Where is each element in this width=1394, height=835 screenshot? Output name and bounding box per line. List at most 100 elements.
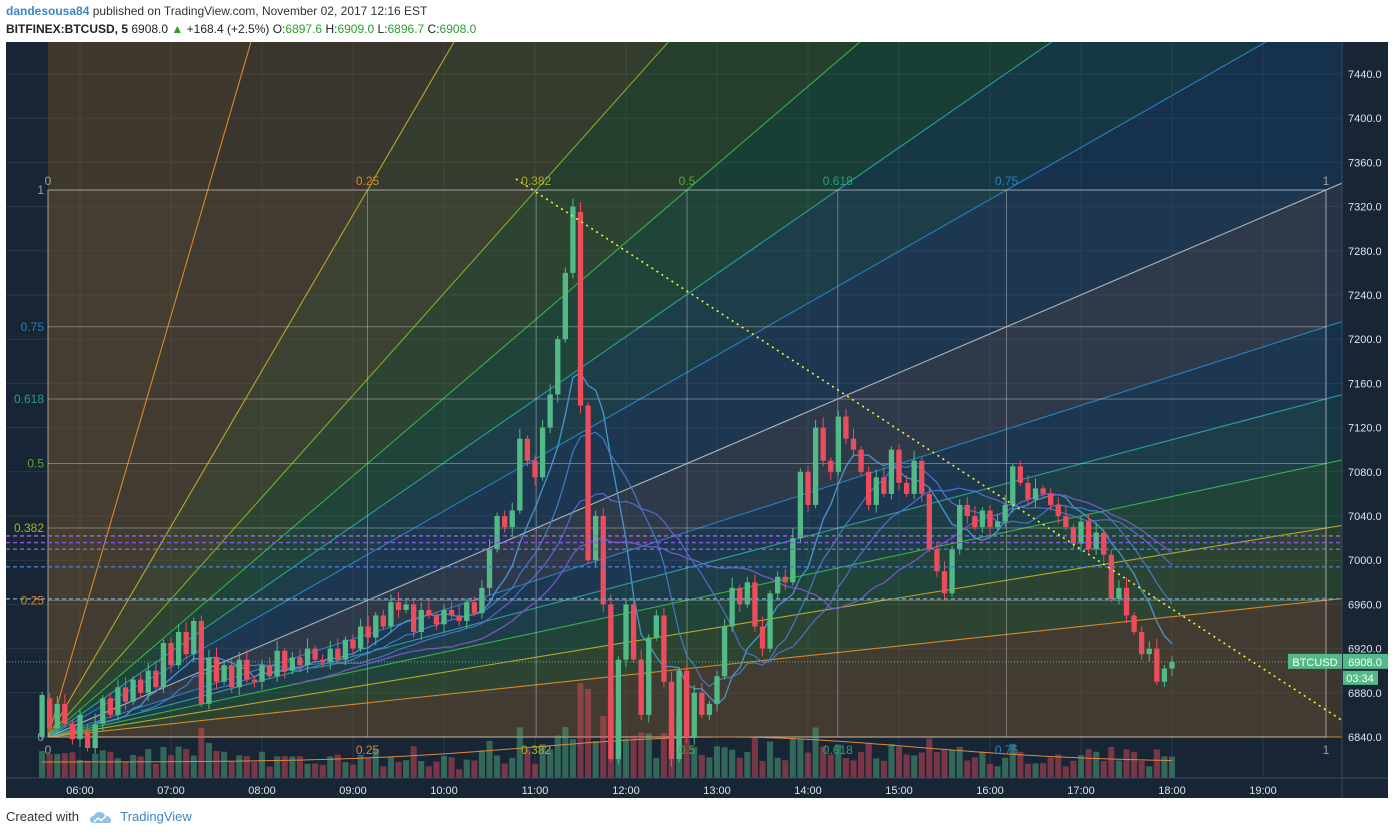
fan-label-bottom: 0.618 — [823, 743, 853, 757]
candle-body — [138, 679, 144, 693]
volume-bar — [858, 752, 865, 778]
author-name[interactable]: dandesousa84 — [6, 4, 90, 18]
fan-line — [47, 42, 1053, 738]
volume-bar — [926, 738, 933, 778]
volume-bar — [683, 739, 690, 778]
candle-body — [1101, 532, 1107, 555]
volume-bar — [873, 758, 880, 778]
time-axis[interactable]: 06:00 07:00 08:00 09:00 10:00 11:00 12:00 13:00… — [66, 785, 1277, 797]
volume-bar — [69, 752, 76, 778]
volume-bar — [592, 741, 599, 778]
volume-bar — [880, 760, 887, 778]
volume-bar — [274, 756, 281, 778]
candle-body — [494, 516, 500, 550]
volume-bar — [1146, 766, 1153, 778]
fan-label-bottom: 0.382 — [521, 743, 551, 757]
price-tick-label: 7360.0 — [1348, 157, 1382, 169]
volume-bar — [744, 752, 751, 778]
candle-body — [843, 416, 849, 439]
price-chart[interactable]: 0000.250.250.250.3820.3820.3820.50.50.50… — [6, 42, 1388, 798]
created-with-text: Created with — [6, 809, 79, 824]
fan-line — [47, 42, 455, 738]
candle-body — [979, 510, 986, 528]
open-value: 6897.6 — [285, 22, 323, 36]
candle-body — [759, 626, 766, 649]
last-price-value: 6908.0 — [1348, 657, 1382, 669]
candle-body — [145, 670, 151, 693]
candle-body — [661, 615, 667, 682]
candle-body — [69, 723, 76, 740]
volume-bar — [524, 749, 531, 778]
volume-bar — [281, 756, 288, 778]
volume-bar — [994, 766, 1001, 778]
gann-fan-drawing — [47, 42, 1342, 738]
volume-bar — [979, 751, 986, 778]
fan-line — [47, 42, 670, 738]
fan-label-left: 0.618 — [14, 392, 44, 406]
volume-bar — [585, 689, 592, 778]
fan-line — [47, 597, 1342, 738]
fan-line — [47, 524, 1342, 738]
candle-body — [524, 438, 531, 461]
volume-bar — [145, 749, 152, 778]
candle-body — [350, 639, 356, 649]
candle-body — [585, 405, 591, 561]
candle-body — [183, 632, 189, 655]
price-axis[interactable]: 7440.0 7400.0 7360.0 7320.0 7280.0 7240.0 7200… — [1348, 69, 1382, 744]
volume-bar — [130, 755, 137, 778]
volume-ma-line — [42, 736, 1173, 763]
candle-body — [638, 659, 644, 715]
candle-body — [1161, 668, 1168, 682]
candle-body — [752, 582, 758, 627]
volume-bar — [205, 742, 212, 778]
volume-bar — [92, 753, 99, 778]
candle-body — [1116, 587, 1122, 599]
volume-bar — [213, 750, 220, 778]
volume-bar — [190, 755, 197, 778]
volume-bar — [971, 757, 978, 778]
volume-bar — [941, 749, 948, 778]
volume-bar — [1047, 757, 1054, 778]
candle-body — [911, 460, 917, 494]
tradingview-link[interactable]: TradingView — [120, 809, 192, 824]
volume-bar — [304, 763, 311, 778]
candle-body — [54, 703, 60, 729]
volume-bar — [296, 756, 303, 778]
candle-body — [448, 609, 455, 616]
candle-body — [555, 339, 561, 395]
volume-bar — [713, 746, 721, 778]
volume-bar — [122, 761, 129, 778]
moving-average-line — [201, 487, 1173, 693]
volume-bar — [1040, 763, 1047, 778]
time-tick-label: 11:00 — [522, 785, 549, 797]
low-value: 6896.7 — [387, 22, 425, 36]
candle-body — [486, 549, 493, 588]
volume-bar — [729, 749, 736, 778]
price-tick-label: 6840.0 — [1348, 732, 1382, 744]
plot-area — [6, 42, 1342, 778]
volume-bar — [516, 727, 523, 778]
candle-body — [39, 695, 45, 737]
volume-bar — [380, 766, 387, 778]
volume-bar — [903, 754, 910, 778]
candle-body — [721, 626, 728, 677]
volume-bar — [403, 760, 410, 778]
price-tick-label: 7120.0 — [1348, 423, 1382, 435]
candle-body — [676, 670, 682, 760]
volume-bar — [827, 754, 834, 778]
volume-bar — [463, 759, 470, 778]
candle-body — [919, 460, 925, 494]
candle-body — [502, 516, 508, 528]
volume-bar — [1032, 763, 1039, 778]
candle-body — [691, 692, 697, 737]
volume-bar — [471, 760, 478, 778]
candle-body — [934, 549, 940, 572]
volume-bar — [183, 749, 190, 778]
time-tick-label: 16:00 — [976, 785, 1004, 797]
trend-line[interactable] — [515, 178, 1342, 722]
candle-body — [668, 681, 675, 760]
volume-bar — [751, 738, 758, 778]
price-change: +168.4 (+2.5%) — [186, 22, 270, 36]
symbol-tag: BTCUSD — [1292, 657, 1337, 669]
candle-body — [987, 510, 993, 528]
